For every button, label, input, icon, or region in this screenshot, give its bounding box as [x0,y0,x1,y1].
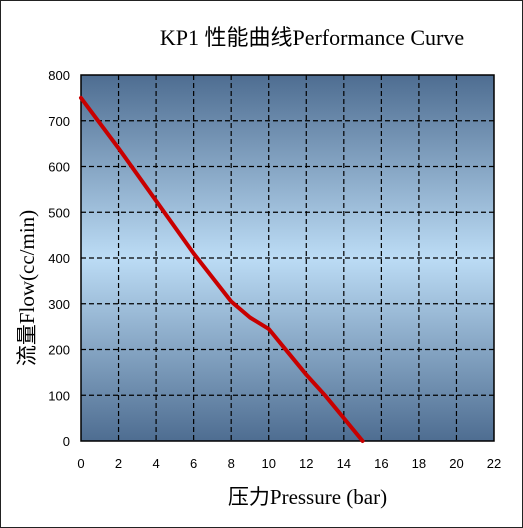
y-tick-label: 700 [48,114,70,129]
y-tick-label: 0 [63,434,70,449]
x-axis-label: 压力Pressure (bar) [228,485,387,509]
x-tick-label: 6 [190,456,197,471]
x-tick-label: 12 [299,456,313,471]
y-tick-label: 400 [48,251,70,266]
x-tick-label: 18 [412,456,426,471]
series-line [79,95,365,443]
x-tick-label: 20 [449,456,463,471]
chart-title: KP1 性能曲线Performance Curve [160,25,464,50]
x-axis-ticks: 0 2 4 6 8 10 12 14 16 18 20 22 [77,456,501,471]
x-tick-label: 4 [152,456,159,471]
grid-lines [81,75,494,441]
x-tick-label: 2 [115,456,122,471]
y-tick-label: 100 [48,388,70,403]
y-tick-label: 200 [48,343,70,358]
x-tick-label: 10 [261,456,275,471]
y-axis-ticks: 0 100 200 300 400 500 600 700 800 [48,68,70,449]
y-tick-label: 800 [48,68,70,83]
x-tick-label: 8 [228,456,235,471]
plot-border [80,74,495,442]
x-tick-label: 14 [337,456,351,471]
y-tick-label: 600 [48,160,70,175]
y-tick-label: 300 [48,297,70,312]
y-tick-label: 500 [48,205,70,220]
y-axis-label: 流量Flow(cc/min) [15,210,39,366]
plot-area [81,75,494,441]
x-tick-label: 0 [77,456,84,471]
x-tick-label: 16 [374,456,388,471]
x-tick-label: 22 [487,456,501,471]
